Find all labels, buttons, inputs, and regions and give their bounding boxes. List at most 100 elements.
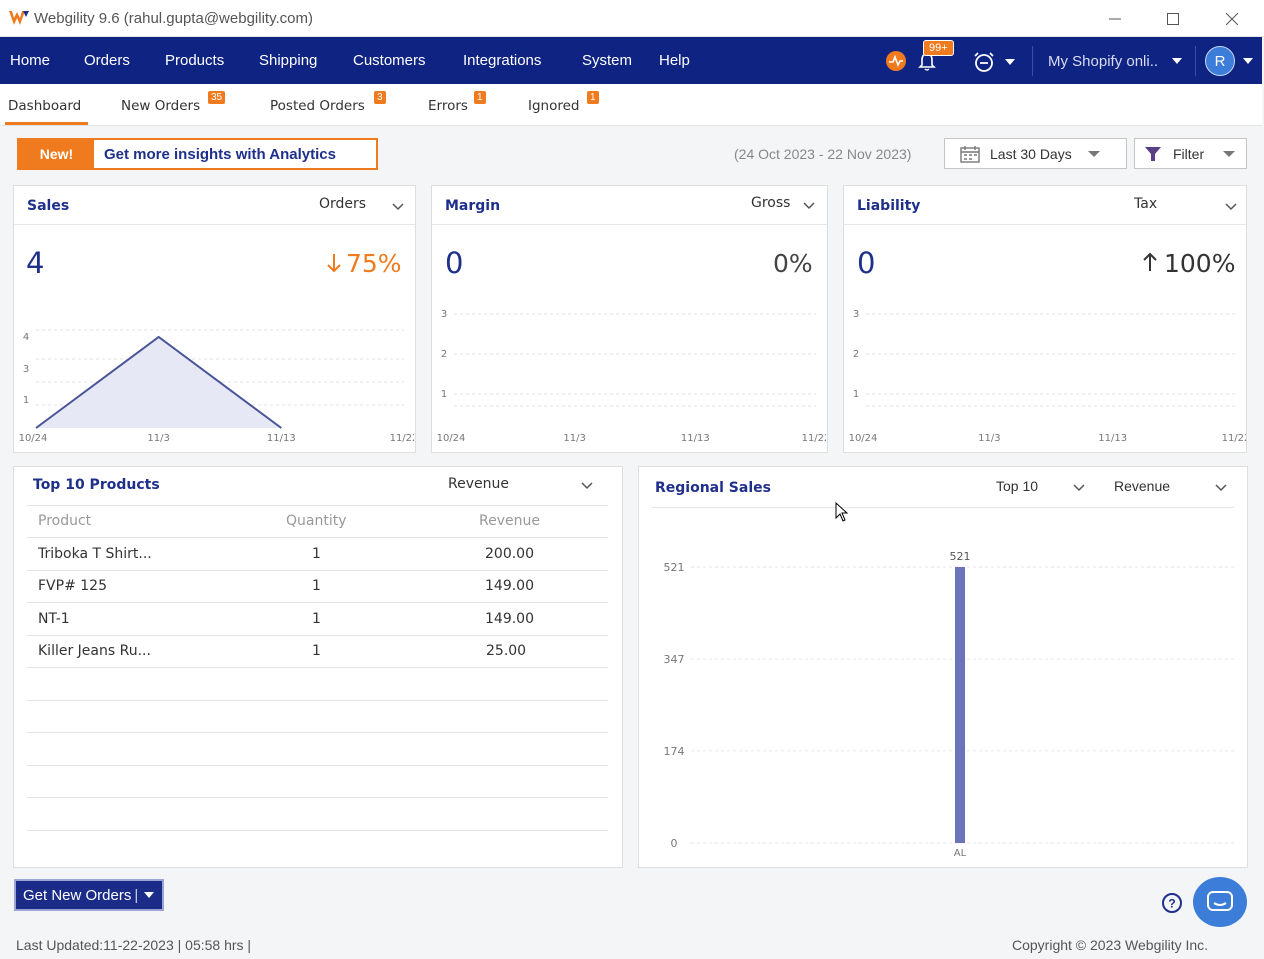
product-name: Triboka T Shirt... xyxy=(38,546,152,562)
x-tick-label: 11/22 xyxy=(390,433,414,444)
y-tick-label: 3 xyxy=(23,364,29,375)
chevron-down-icon[interactable] xyxy=(391,200,405,214)
liability-metric-selector[interactable]: Tax xyxy=(1134,196,1158,212)
divider xyxy=(14,224,415,225)
activity-icon[interactable] xyxy=(885,50,907,72)
arrow-down-icon xyxy=(327,254,341,273)
y-tick-label: 1 xyxy=(853,389,859,400)
filter-dropdown[interactable]: Filter xyxy=(1134,138,1247,169)
maximize-button[interactable] xyxy=(1144,0,1202,37)
empty-row xyxy=(27,668,608,701)
nav-customers[interactable]: Customers xyxy=(353,52,426,69)
empty-row xyxy=(27,700,608,733)
x-tick-label: 11/13 xyxy=(267,433,296,444)
chevron-down-icon[interactable] xyxy=(1072,481,1086,495)
new-orders-badge: 35 xyxy=(208,91,226,104)
table-row[interactable]: NT-1 1 149.00 xyxy=(27,603,608,636)
new-label: New! xyxy=(19,140,94,168)
get-new-orders-button[interactable]: Get New Orders | xyxy=(14,879,164,911)
minimize-icon xyxy=(1109,18,1121,19)
y-tick-label: 4 xyxy=(23,332,29,343)
chevron-down-icon[interactable] xyxy=(1224,200,1238,214)
chevron-down-icon[interactable] xyxy=(802,199,816,213)
margin-value: 0 xyxy=(445,246,464,280)
x-tick-label: 11/22 xyxy=(802,433,826,444)
avatar[interactable]: R xyxy=(1205,46,1235,76)
table-header: Product Quantity Revenue xyxy=(27,505,608,538)
product-quantity: 1 xyxy=(312,643,321,659)
period-dropdown[interactable]: Last 30 Days xyxy=(944,138,1127,169)
last-updated-text: Last Updated:11-22-2023 | 05:58 hrs | xyxy=(16,937,252,953)
y-tick-label: 0 xyxy=(671,837,678,850)
empty-row xyxy=(27,733,608,766)
product-revenue: 200.00 xyxy=(485,546,534,562)
product-quantity: 1 xyxy=(312,578,321,594)
alarm-dropdown-icon[interactable] xyxy=(1005,58,1015,66)
chevron-down-icon[interactable] xyxy=(580,479,594,493)
store-selector[interactable]: My Shopify onli.. xyxy=(1048,53,1159,70)
tab-ignored[interactable]: Ignored xyxy=(528,98,580,114)
liability-panel xyxy=(843,185,1247,453)
liability-value: 0 xyxy=(857,246,876,280)
period-label: Last 30 Days xyxy=(990,145,1072,162)
nav-products[interactable]: Products xyxy=(165,52,225,69)
analytics-promo-banner[interactable]: New! Get more insights with Analytics xyxy=(17,138,378,170)
tab-errors[interactable]: Errors xyxy=(428,98,468,114)
webgility-logo-icon xyxy=(9,11,29,25)
chevron-down-icon xyxy=(1223,150,1236,157)
active-tab-indicator xyxy=(5,122,88,125)
nav-system[interactable]: System xyxy=(582,52,633,69)
svg-text:?: ? xyxy=(1168,897,1175,911)
avatar-chevron-down-icon[interactable] xyxy=(1243,57,1253,65)
x-tick-label: 11/13 xyxy=(1098,433,1127,444)
maximize-icon xyxy=(1167,12,1179,25)
sales-change: 75% xyxy=(346,249,402,278)
chat-button[interactable] xyxy=(1193,877,1247,927)
store-chevron-down-icon[interactable] xyxy=(1172,57,1182,65)
alarm-clock-icon[interactable] xyxy=(973,51,995,73)
regional-top-selector[interactable]: Top 10 xyxy=(996,478,1039,494)
tab-dashboard[interactable]: Dashboard xyxy=(8,98,82,114)
nav-home[interactable]: Home xyxy=(10,52,51,69)
regional-metric-selector[interactable]: Revenue xyxy=(1114,478,1171,494)
table-row[interactable]: Triboka T Shirt... 1 200.00 xyxy=(27,538,608,571)
help-icon[interactable]: ? xyxy=(1161,892,1183,914)
regional-sales-title: Regional Sales xyxy=(655,480,771,496)
chevron-down-icon[interactable] xyxy=(1214,481,1228,495)
divider xyxy=(27,505,608,506)
tab-new-orders[interactable]: New Orders xyxy=(121,98,201,114)
y-tick-label: 174 xyxy=(664,745,685,758)
column-header-product: Product xyxy=(38,513,92,529)
minimize-button[interactable] xyxy=(1086,0,1144,37)
product-name: FVP# 125 xyxy=(38,578,107,594)
tab-posted-orders[interactable]: Posted Orders xyxy=(270,98,365,114)
sales-line xyxy=(35,335,282,429)
split-divider: | xyxy=(134,886,139,904)
nav-orders[interactable]: Orders xyxy=(84,52,130,69)
y-tick-label: 3 xyxy=(853,309,859,320)
product-name: Killer Jeans Ru... xyxy=(38,643,151,659)
top-products-metric-selector[interactable]: Revenue xyxy=(448,476,509,492)
divider xyxy=(652,507,1234,508)
y-tick-label: 3 xyxy=(441,309,447,320)
x-tick-label: 11/3 xyxy=(978,433,1000,444)
liability-title: Liability xyxy=(857,198,921,214)
sales-title: Sales xyxy=(27,198,70,214)
empty-row xyxy=(27,798,608,831)
arrow-up-icon xyxy=(1143,252,1157,271)
margin-title: Margin xyxy=(445,198,501,214)
ignored-badge: 1 xyxy=(587,91,599,104)
filter-label: Filter xyxy=(1173,145,1205,162)
nav-shipping[interactable]: Shipping xyxy=(259,52,318,69)
close-button[interactable] xyxy=(1203,0,1261,37)
divider xyxy=(844,224,1246,225)
promo-text[interactable]: Get more insights with Analytics xyxy=(104,145,336,163)
sales-metric-selector[interactable]: Orders xyxy=(319,196,367,212)
x-tick-label: 10/24 xyxy=(19,433,48,444)
table-row[interactable]: FVP# 125 1 149.00 xyxy=(27,570,608,603)
nav-help[interactable]: Help xyxy=(659,52,690,69)
chevron-down-icon[interactable] xyxy=(144,891,155,899)
margin-metric-selector[interactable]: Gross xyxy=(751,195,791,211)
table-row[interactable]: Killer Jeans Ru... 1 25.00 xyxy=(27,635,608,668)
nav-integrations[interactable]: Integrations xyxy=(463,52,542,69)
